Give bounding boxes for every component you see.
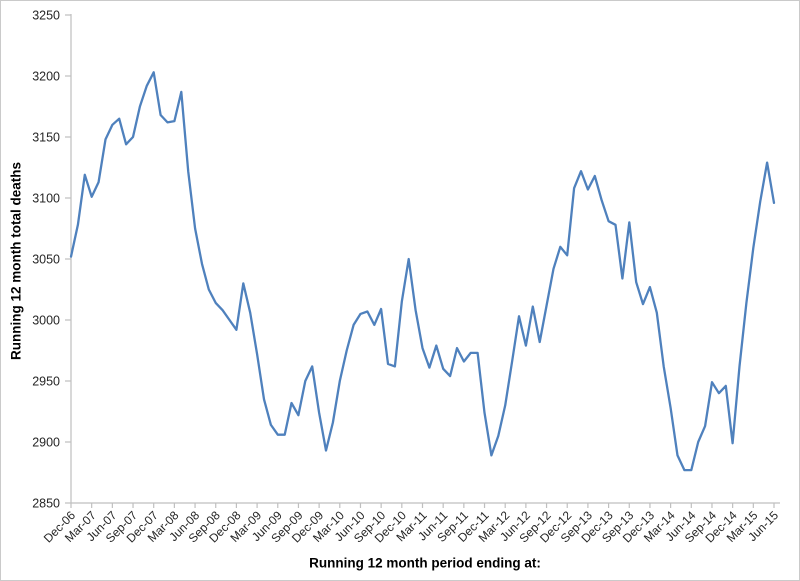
y-tick-label: 3250: [32, 9, 60, 23]
x-axis-title: Running 12 month period ending at:: [309, 555, 541, 571]
y-tick-label: 3000: [32, 314, 60, 328]
data-series-line: [69, 71, 776, 472]
y-tick-label: 3050: [32, 253, 60, 267]
y-tick-label: 3200: [32, 70, 60, 84]
y-tick-label: 3150: [32, 131, 60, 145]
y-tick-label: 2850: [32, 497, 60, 511]
y-tick-label: 2950: [32, 375, 60, 389]
y-tick-label: 2900: [32, 436, 60, 450]
y-axis-title: Running 12 month total deaths: [8, 162, 24, 360]
y-tick-label: 3100: [32, 192, 60, 206]
